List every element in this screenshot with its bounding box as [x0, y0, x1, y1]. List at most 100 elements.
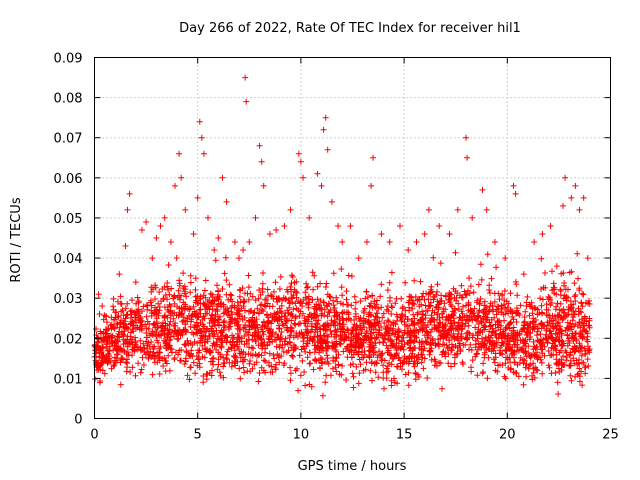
scatter-point	[153, 235, 160, 241]
scatter-point	[167, 239, 174, 245]
y-tick-label: 0.02	[54, 332, 83, 347]
scatter-point	[252, 214, 259, 221]
scatter-point	[531, 239, 538, 245]
scatter-point	[335, 223, 342, 229]
x-axis-ticks: 0 5 10 15 20 25	[90, 57, 619, 443]
scatter-point-cluster	[91, 254, 593, 387]
scatter-point	[258, 158, 265, 165]
scatter-point	[198, 134, 205, 141]
scatter-point	[143, 219, 150, 225]
x-axis-label: GPS time / hours	[298, 459, 407, 474]
y-tick-label: 0.03	[54, 292, 83, 307]
scatter-point	[510, 182, 517, 189]
scatter-point	[182, 206, 189, 213]
y-axis-label: ROTI / TECUs	[9, 197, 24, 282]
scatter-point	[512, 190, 519, 197]
chart-title: Day 266 of 2022, Rate Of TEC Index for r…	[179, 21, 521, 36]
scatter-point	[116, 271, 123, 278]
scatter-point	[320, 126, 327, 133]
scatter-point	[219, 174, 226, 181]
scatter-point	[378, 231, 385, 237]
scatter-point	[502, 255, 509, 262]
scatter-point	[405, 247, 412, 253]
scatter-point	[363, 239, 370, 245]
scatter-point	[547, 223, 554, 229]
scatter-point	[236, 255, 242, 262]
scatter-point	[172, 182, 178, 189]
scatter-point	[300, 174, 306, 181]
scatter-point	[370, 154, 377, 161]
y-tick-label: 0.09	[54, 52, 83, 67]
y-tick-label: 0	[74, 413, 82, 428]
x-tick-label: 20	[499, 428, 516, 443]
scatter-point	[347, 223, 354, 229]
scatter-point	[562, 174, 569, 181]
scatter-point	[491, 239, 498, 245]
scatter-point	[260, 182, 267, 189]
scatter-point	[479, 186, 486, 193]
scatter-point	[161, 214, 168, 221]
x-tick-label: 0	[90, 428, 98, 443]
scatter-point	[132, 279, 139, 286]
scatter-point	[242, 74, 249, 81]
scatter-point	[464, 154, 471, 161]
scatter-point	[421, 231, 428, 237]
scatter-point	[231, 239, 238, 245]
scatter-point	[126, 190, 133, 197]
scatter-point	[178, 174, 185, 181]
scatter-point	[454, 206, 461, 213]
scatter-point	[584, 255, 591, 262]
scatter-point	[122, 243, 129, 249]
y-tick-label: 0.07	[54, 132, 83, 147]
y-tick-label: 0.04	[54, 252, 83, 267]
scatter-point	[124, 206, 131, 213]
scatter-points	[91, 74, 593, 399]
scatter-point	[110, 303, 117, 310]
scatter-point	[322, 114, 329, 121]
scatter-point	[328, 198, 335, 205]
scatter-point	[314, 170, 321, 177]
scatter-point	[572, 182, 579, 189]
scatter-point	[436, 223, 443, 229]
scatter-point	[397, 223, 403, 229]
scatter-point	[580, 194, 587, 201]
x-tick-label: 25	[602, 428, 619, 443]
scatter-point	[99, 367, 106, 374]
scatter-point	[139, 227, 145, 233]
scatter-point	[246, 239, 253, 245]
scatter-point	[176, 150, 183, 157]
y-tick-label: 0.08	[54, 92, 83, 107]
y-tick-label: 0.01	[54, 372, 83, 387]
scatter-point	[318, 182, 325, 189]
scatter-point	[205, 214, 211, 221]
scatter-point	[297, 158, 304, 165]
scatter-point	[386, 239, 393, 245]
scatter-point	[215, 235, 222, 241]
scatter-point	[266, 231, 273, 237]
scatter-point	[287, 206, 294, 213]
y-axis-ticks: 0 0.01 0.02 0.03 0.04 0.05 0.06 0.07 0.08 0.09	[54, 52, 611, 428]
scatter-point	[273, 227, 280, 233]
scatter-point	[103, 327, 110, 334]
scatter-point	[413, 239, 420, 245]
x-tick-label: 5	[194, 428, 202, 443]
scatter-point	[463, 134, 469, 141]
plot-frame	[94, 57, 611, 419]
scatter-point	[576, 206, 583, 213]
scatter-point	[306, 214, 313, 221]
scatter-point	[339, 239, 346, 245]
scatter-point	[324, 146, 331, 153]
scatter-point	[295, 150, 302, 157]
x-tick-label: 10	[293, 428, 310, 443]
scatter-point	[223, 198, 230, 205]
scatter-point	[149, 255, 156, 262]
scatter-point	[483, 206, 490, 213]
scatter-point	[194, 194, 201, 201]
scatter-point	[446, 231, 453, 237]
scatter-point	[568, 194, 575, 201]
scatter-point	[95, 291, 102, 298]
scatter-point	[256, 142, 263, 149]
y-tick-label: 0.06	[54, 172, 83, 187]
scatter-point	[196, 118, 203, 125]
